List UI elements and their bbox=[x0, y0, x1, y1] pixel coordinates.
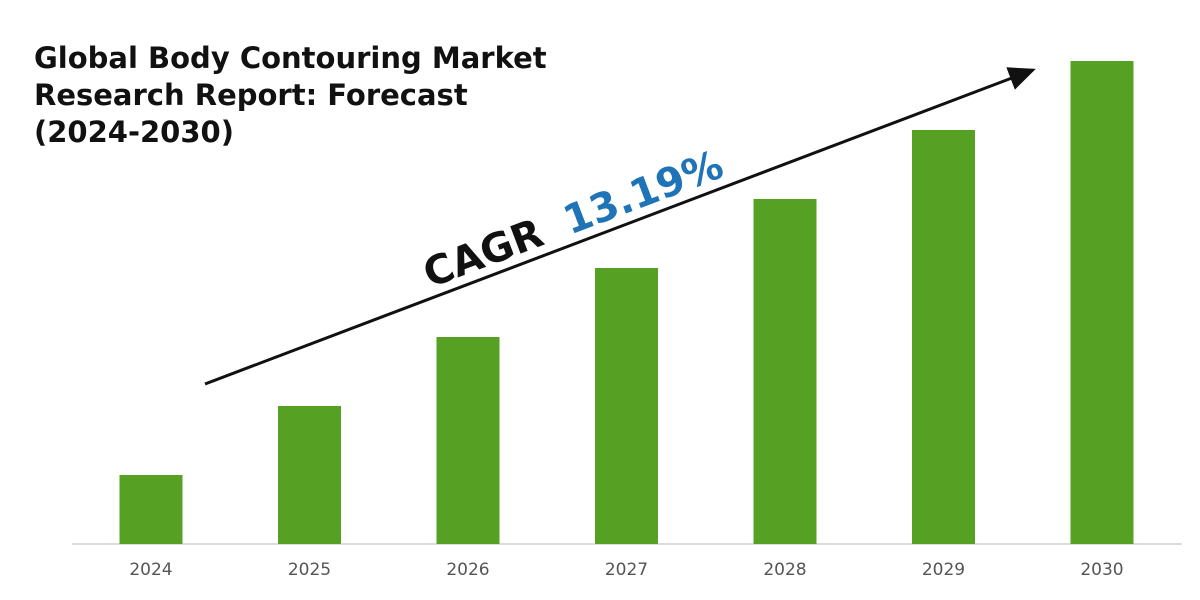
x-tick-label-2025: 2025 bbox=[288, 560, 331, 580]
cagr-annotation: CAGR 13.19% bbox=[417, 142, 729, 297]
trend-arrow bbox=[204, 67, 1036, 386]
x-tick-label-2028: 2028 bbox=[763, 560, 806, 580]
tick-labels-layer: 2024 2025 2026 2027 2028 2029 2030 bbox=[129, 560, 1123, 580]
bars-layer bbox=[119, 61, 1134, 544]
chart-title: Global Body Contouring Market Research R… bbox=[34, 40, 554, 151]
bar-2025 bbox=[278, 406, 341, 544]
bar-2024 bbox=[119, 475, 183, 544]
trend-arrow-line bbox=[204, 67, 1036, 386]
bar-2027 bbox=[595, 268, 658, 544]
title-line-2: Research Report: Forecast bbox=[34, 78, 468, 112]
x-tick-label-2026: 2026 bbox=[446, 560, 489, 580]
x-tick-label-2027: 2027 bbox=[605, 560, 648, 580]
bar-2026 bbox=[436, 337, 500, 544]
x-tick-label-2030: 2030 bbox=[1080, 560, 1123, 580]
bar-2028 bbox=[753, 199, 817, 544]
x-tick-label-2024: 2024 bbox=[129, 560, 172, 580]
bar-2030 bbox=[1070, 61, 1134, 544]
title-line-3: (2024-2030) bbox=[34, 115, 234, 149]
x-tick-label-2029: 2029 bbox=[922, 560, 965, 580]
bar-2029 bbox=[912, 130, 975, 544]
cagr-prefix: CAGR bbox=[417, 210, 549, 297]
title-line-1: Global Body Contouring Market bbox=[34, 41, 547, 75]
cagr-value: 13.19% bbox=[557, 142, 729, 244]
